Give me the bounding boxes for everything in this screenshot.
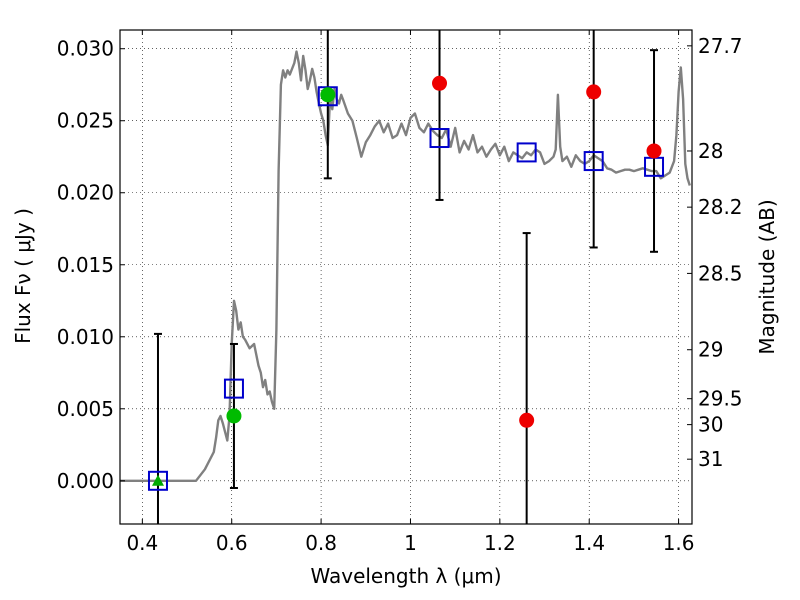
- y-tick-label: 0.010: [57, 325, 114, 349]
- grid-lines: [120, 30, 692, 524]
- model-photometry-square: [429, 128, 450, 149]
- plot-area: [120, 30, 691, 524]
- model-photometry-square: [147, 470, 168, 491]
- measured-flux-point: [586, 84, 602, 100]
- measured-flux-point: [519, 412, 535, 428]
- x-tick-label: 1.6: [663, 531, 695, 555]
- y-tick-label: 0.020: [57, 181, 114, 205]
- y2-tick-label: 30: [698, 413, 723, 437]
- y-tick-label: 0.030: [57, 37, 114, 61]
- y2-tick-label: 29: [698, 338, 723, 362]
- model-photometry-square: [223, 378, 244, 399]
- model-photometry-square: [583, 151, 604, 172]
- x-axis-title: Wavelength λ (μm): [310, 564, 501, 588]
- model-photometry-square: [516, 142, 537, 163]
- y2-tick-label: 31: [698, 447, 723, 471]
- plot-frame: [119, 29, 693, 525]
- x-tick-label: 0.8: [305, 531, 337, 555]
- x-tick-label: 0.6: [216, 531, 248, 555]
- measured-flux-point: [226, 408, 242, 424]
- model-photometry-square: [317, 86, 338, 107]
- model-spectrum-line: [120, 50, 691, 482]
- x-tick-label: 0.4: [126, 531, 158, 555]
- x-tick-label: 1.4: [573, 531, 605, 555]
- x-tick-label: 1: [404, 531, 417, 555]
- x-tick-label: 1.2: [484, 531, 516, 555]
- y2-tick-label: 27.7: [698, 34, 743, 58]
- measured-flux-triangle: [151, 474, 164, 486]
- y-tick-label: 0.005: [57, 397, 114, 421]
- y-axis-title: Flux Fν ( μJy ): [11, 208, 35, 344]
- y2-tick-label: 28: [698, 139, 723, 163]
- y-tick-label: 0.015: [57, 253, 114, 277]
- measured-flux-point: [432, 75, 448, 91]
- y2-tick-label: 28.5: [698, 261, 743, 285]
- measured-flux-point: [320, 87, 336, 103]
- y-tick-label: 0.000: [57, 469, 114, 493]
- y2-axis-title: Magnitude (AB): [755, 199, 779, 354]
- y2-tick-label: 29.5: [698, 387, 743, 411]
- y2-tick-label: 28.2: [698, 195, 743, 219]
- y-tick-label: 0.025: [57, 109, 114, 133]
- axis-ticks: 0.4 0.6 0.8 1 1.2 1.4 1.6 0.000 0.005 0.010 0.015 0…: [57, 30, 743, 555]
- measured-flux-point: [646, 143, 662, 159]
